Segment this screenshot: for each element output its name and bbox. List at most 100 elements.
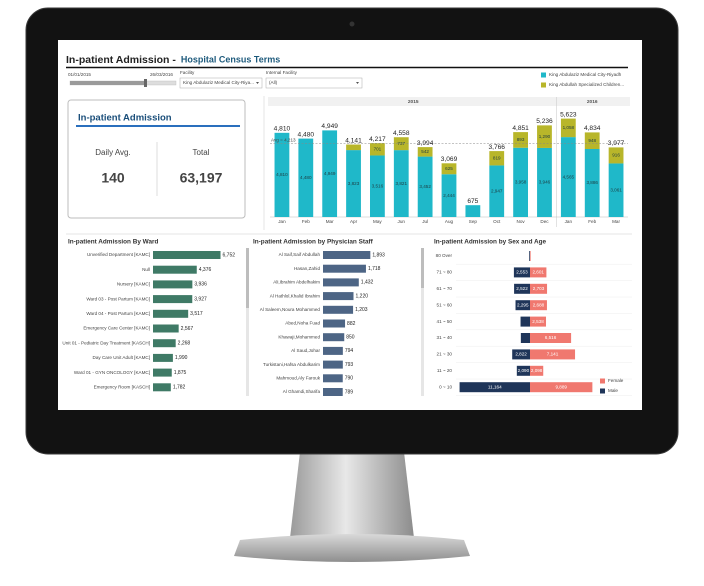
bar xyxy=(512,349,530,360)
y-tick-label: 41 ~ 50 xyxy=(437,319,453,324)
y-tick-label: 31 ~ 40 xyxy=(437,335,453,340)
dropdown-arrow xyxy=(256,82,259,84)
physician-scroll-thumb[interactable] xyxy=(421,248,424,288)
value-label: 850 xyxy=(346,335,355,341)
y-tick-label: Nursery [KAMC] xyxy=(117,282,150,287)
value-label: 2,703 xyxy=(533,286,545,291)
y-tick-label: Abed,Noha Fuad xyxy=(285,321,320,326)
value-label: 2,601 xyxy=(532,270,544,275)
bar-segment xyxy=(346,144,361,151)
bar xyxy=(530,349,576,360)
date-slider-handle[interactable] xyxy=(144,79,147,87)
segment-label: 3,886 xyxy=(586,180,598,185)
x-tick-label: Mar xyxy=(326,219,334,224)
segment-label: 819 xyxy=(493,155,501,160)
facility-label: Facility xyxy=(180,70,195,75)
value-label: 2,538 xyxy=(532,319,544,324)
reference-label: Avg = 4,213 xyxy=(271,137,296,142)
bar xyxy=(323,388,343,396)
bar-segment xyxy=(513,132,528,148)
internal-facility-dropdown[interactable] xyxy=(265,77,363,89)
bar-segment xyxy=(393,137,409,151)
value-label: 1,718 xyxy=(368,266,381,272)
y-tick-label: Emergency Room [KASCH] xyxy=(94,385,150,390)
y-tick-label: Al Saud,Johar xyxy=(291,348,320,353)
value-label: 4,376 xyxy=(199,267,212,273)
total-label: 3,977 xyxy=(608,140,625,147)
year-header-band xyxy=(268,97,630,106)
y-tick-label: Day Care Unit Adult [KAMC] xyxy=(93,355,150,360)
value-label: 6,752 xyxy=(223,252,236,258)
value-label: 2,268 xyxy=(178,341,191,347)
value-label: 794 xyxy=(345,348,354,354)
segment-label: 3,823 xyxy=(348,181,360,186)
bar xyxy=(323,333,345,342)
y-tick-label: Emergency Care Center [KAMC] xyxy=(83,326,150,331)
total-label: 4,141 xyxy=(345,137,362,144)
physician-scrollbar[interactable] xyxy=(421,248,424,396)
panel-title: In-patient Admission by Sex and Age xyxy=(434,239,547,246)
total-label: 4,480 xyxy=(298,131,315,138)
panel-title: In-patient Admission By Ward xyxy=(68,239,159,246)
bar xyxy=(153,280,193,289)
total-label: 4,949 xyxy=(321,123,338,130)
bar-segment xyxy=(608,147,624,164)
y-tick-label: Ward 04 - Post Partum [KAMC] xyxy=(86,311,150,316)
value-label: 793 xyxy=(345,362,354,368)
bar-segment xyxy=(560,137,576,217)
bar-segment xyxy=(489,165,505,217)
y-tick-label: Al Ghamdi,Sharifa xyxy=(283,389,321,394)
y-tick-label: Unverified Department [KAMC] xyxy=(87,252,150,257)
bar xyxy=(530,300,547,311)
bar-segment xyxy=(560,118,576,138)
ward-scrollbar[interactable] xyxy=(246,248,249,396)
date-end: 26/03/2016 xyxy=(150,72,173,77)
value-label: 1,432 xyxy=(361,280,374,286)
x-tick-label: Feb xyxy=(588,219,596,224)
value-label: 3,936 xyxy=(194,282,207,288)
bar xyxy=(323,264,366,273)
legend-label: King Abdullah Specialized Children... xyxy=(549,82,624,87)
kpi-daily-avg: 140 xyxy=(101,170,125,186)
y-tick-label: 11 ~ 20 xyxy=(437,368,453,373)
bar-segment xyxy=(489,151,505,166)
bar-segment xyxy=(370,155,385,217)
x-tick-label: Nov xyxy=(517,219,526,224)
x-tick-label: Sep xyxy=(469,219,478,224)
bar xyxy=(323,319,346,328)
value-label: 1,875 xyxy=(174,370,187,376)
y-tick-label: 21 ~ 30 xyxy=(437,352,453,357)
bar-segment xyxy=(513,147,528,217)
bar xyxy=(530,267,547,278)
x-tick-label: Apr xyxy=(350,219,358,224)
x-tick-label: Oct xyxy=(493,219,501,224)
bar xyxy=(323,251,371,259)
legend-swatch xyxy=(541,72,546,78)
bar xyxy=(530,365,544,376)
bar-segment xyxy=(298,138,314,217)
segment-label: 893 xyxy=(517,137,525,142)
ward-scroll-thumb[interactable] xyxy=(246,248,249,308)
segment-label: 3,958 xyxy=(515,180,527,185)
y-tick-label: Ali,Ibrahim Abdelhakim xyxy=(273,280,320,285)
y-tick-label: 61 ~ 70 xyxy=(437,286,453,291)
x-tick-label: May xyxy=(373,219,382,224)
x-tick-label: Dec xyxy=(540,219,549,224)
value-label: 2,567 xyxy=(181,326,194,332)
value-label: 2,098 xyxy=(531,368,543,373)
kpi-total-label: Total xyxy=(193,148,210,157)
legend-swatch xyxy=(600,378,605,384)
bar xyxy=(153,295,193,304)
x-tick-label: Mar xyxy=(612,219,620,224)
y-tick-label: Al Saif,Saif Abdullah xyxy=(279,252,321,257)
y-tick-label: Ward 03 - Post Partum [KAMC] xyxy=(86,296,150,301)
bar xyxy=(323,292,354,301)
value-label: 2,553 xyxy=(516,270,528,275)
total-label: 3,766 xyxy=(488,144,505,151)
value-label: 1,203 xyxy=(355,307,368,313)
bar xyxy=(153,324,179,333)
bar xyxy=(530,316,547,327)
facility-dropdown[interactable] xyxy=(179,77,263,89)
kpi-title: In-patient Admission xyxy=(78,113,172,124)
